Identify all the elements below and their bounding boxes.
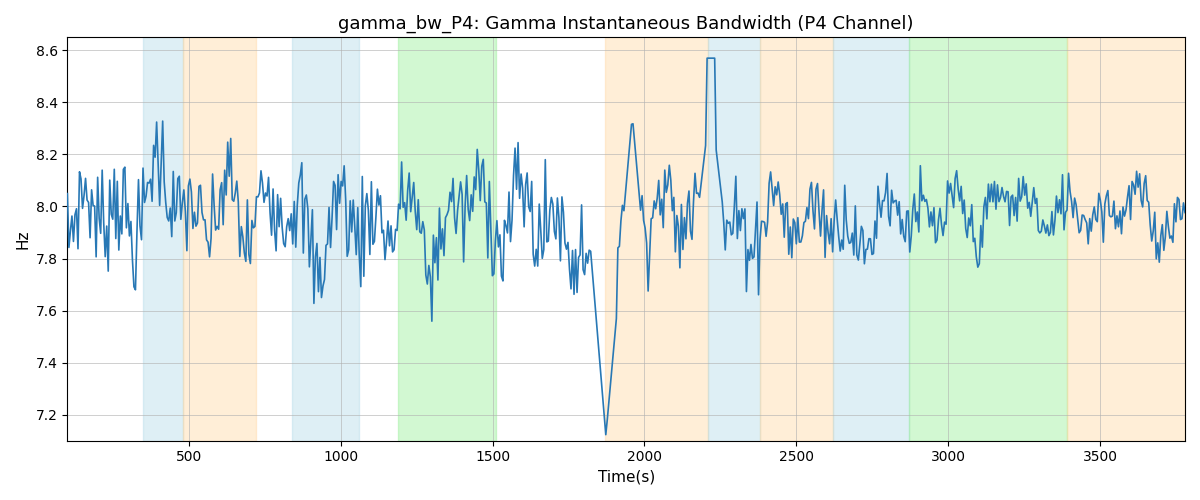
Bar (708, 38, 760, 440)
Bar (182, 38, 256, 440)
Y-axis label: Hz: Hz (16, 230, 30, 249)
Bar (143, 38, 182, 440)
Bar (1067, 38, 1184, 440)
Bar (605, 38, 708, 440)
Bar (398, 38, 496, 440)
Bar (292, 38, 359, 440)
X-axis label: Time(s): Time(s) (598, 470, 655, 485)
Bar (908, 38, 1067, 440)
Title: gamma_bw_P4: Gamma Instantaneous Bandwidth (P4 Channel): gamma_bw_P4: Gamma Instantaneous Bandwid… (338, 15, 914, 34)
Bar (760, 38, 833, 440)
Bar (833, 38, 908, 440)
